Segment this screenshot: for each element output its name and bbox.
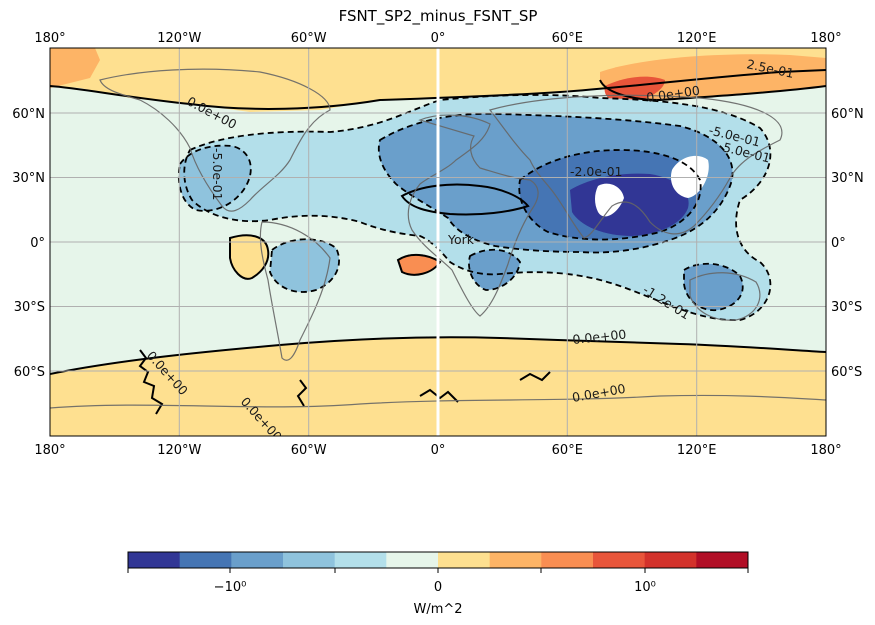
lon-tick-label: 120°W [157, 31, 201, 46]
neg-contour-outer [183, 94, 772, 321]
zero-contour-africa [400, 183, 530, 216]
colorbar-swatch [334, 552, 387, 568]
colorbar-swatch [644, 552, 697, 568]
colorbar-tick-label: 10⁰ [634, 580, 656, 595]
lat-tick-label: 60°N [12, 107, 45, 122]
contour-label: 0.0e+00 [572, 326, 627, 347]
lon-tick-label: 180° [810, 31, 841, 46]
contour-label: York [447, 232, 475, 247]
lon-tick-label: 120°W [157, 443, 201, 458]
colorbar-swatches [128, 552, 749, 568]
lat-tick-label: 0° [831, 236, 846, 251]
lat-tick-label: 30°N [12, 171, 45, 186]
colorbar-swatch [696, 552, 749, 568]
coastlines [50, 68, 826, 409]
negative-region-australia [684, 263, 743, 311]
zero-contour-siberia [599, 79, 826, 102]
lat-tick-label: 60°N [831, 107, 864, 122]
neg-contour-india [518, 149, 702, 241]
contour-label: -2.0e-01 [570, 164, 623, 179]
coastline-australia [689, 272, 761, 321]
colorbar-label: W/m^2 [413, 602, 462, 617]
lon-tick-label: 60°W [291, 443, 327, 458]
colorbar-swatch [231, 552, 284, 568]
colorbar-tick-label: −10⁰ [214, 580, 247, 595]
negative-region-tropical-atlantic [270, 239, 340, 292]
colorbar: −10⁰ 0 10⁰ W/m^2 [127, 551, 749, 617]
colorbar-swatch [386, 552, 439, 568]
neg-contour-eurasia [377, 112, 734, 254]
coastline-asia [488, 94, 783, 239]
contour-label: 0.0e+00 [645, 83, 701, 105]
negative-contours [177, 94, 772, 321]
contour-label: -5.0e-01 [210, 148, 225, 201]
lat-ticks-left: 60°N 30°N 0° 30°S 60°S [12, 107, 45, 380]
zero-contour-guinea [396, 254, 442, 276]
lat-tick-label: 30°N [831, 171, 864, 186]
colorbar-ticks [127, 568, 749, 573]
missing-data-tibet [595, 155, 709, 217]
map-panel: 2.5e-01 0.0e+00 0.0e+00 -5.0e-01 -5.0e-0… [12, 31, 864, 458]
colorbar-swatch [179, 552, 232, 568]
colorbar-swatch [489, 552, 542, 568]
neg-contour-east-pacific [177, 144, 252, 212]
lon-tick-label: 0° [431, 443, 446, 458]
lon-tick-label: 0° [431, 31, 446, 46]
lat-tick-label: 30°S [14, 300, 45, 315]
zero-contour-antarctic-jagged [138, 349, 551, 415]
zero-contour-north [50, 69, 826, 110]
positive-region-arctic-orange [50, 48, 100, 88]
lon-tick-label: 120°E [677, 443, 717, 458]
lon-tick-label: 180° [34, 31, 65, 46]
lon-tick-label: 60°E [552, 31, 583, 46]
gridlines [50, 48, 826, 436]
colorbar-swatch [541, 552, 594, 568]
lat-tick-label: 60°S [831, 365, 862, 380]
coastline-europe-africa [407, 114, 539, 317]
zero-contour-south [50, 336, 826, 375]
negative-region-africa-south [468, 249, 520, 290]
zero-contour-south-america [229, 234, 270, 280]
lon-tick-label: 180° [810, 443, 841, 458]
colorbar-swatch [438, 552, 491, 568]
colorbar-tick-label: 0 [434, 580, 442, 595]
coastline-antarctica [50, 394, 826, 409]
lat-tick-label: 60°S [14, 365, 45, 380]
figure-title: FSNT_SP2_minus_FSNT_SP [339, 7, 538, 26]
positive-region-gulf-guinea [398, 254, 440, 275]
positive-region-south-america [230, 235, 269, 279]
negative-region-east-pacific [178, 145, 251, 211]
lon-tick-label: 120°E [677, 31, 717, 46]
colorbar-swatch [283, 552, 336, 568]
coastline-north-america [99, 68, 331, 212]
lon-tick-label: 60°W [291, 31, 327, 46]
zero-contours [50, 69, 826, 415]
map-field: 2.5e-01 0.0e+00 0.0e+00 -5.0e-01 -5.0e-0… [50, 48, 826, 436]
lon-tick-label: 180° [34, 443, 65, 458]
lat-tick-label: 30°S [831, 300, 862, 315]
lat-ticks-right: 60°N 30°N 0° 30°S 60°S [831, 107, 864, 380]
neg-contour-australia [683, 262, 744, 312]
neg-contour-atlantic [269, 238, 340, 293]
colorbar-swatch [128, 552, 181, 568]
lat-tick-label: 0° [30, 236, 45, 251]
neg-contour-africa-south [468, 248, 521, 291]
lon-tick-label: 60°E [552, 443, 583, 458]
lon-ticks-top: 180° 120°W 60°W 0° 60°E 120°E 180° [34, 31, 841, 46]
colorbar-swatch [593, 552, 646, 568]
coastline-south-america [259, 221, 331, 361]
map-frame [49, 47, 827, 437]
lon-ticks-bottom: 180° 120°W 60°W 0° 60°E 120°E 180° [34, 443, 841, 458]
